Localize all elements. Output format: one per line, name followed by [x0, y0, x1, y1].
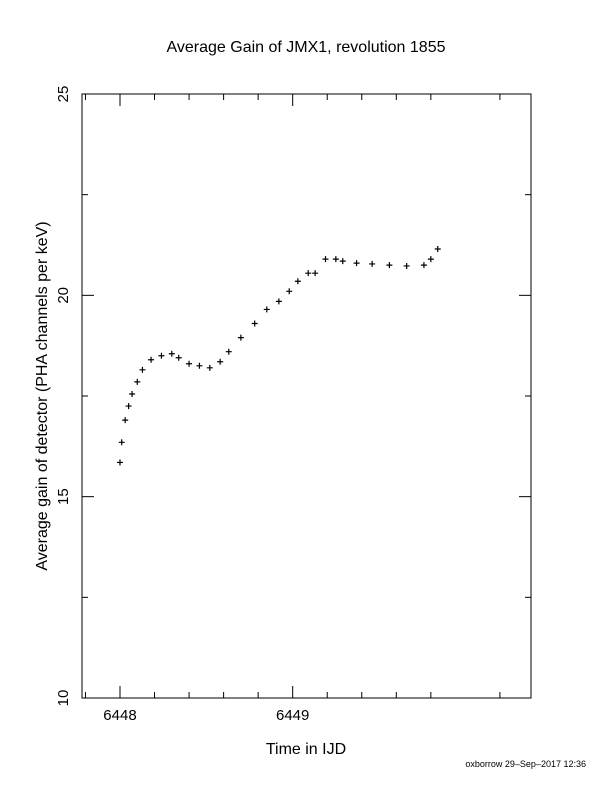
x-axis-ticks: 6448 6449 [103, 94, 309, 724]
y-axis-label: Average gain of detector (PHA channels p… [34, 221, 51, 570]
minor-ticks [82, 94, 531, 698]
data-point [420, 262, 427, 269]
data-point [251, 320, 258, 327]
data-point [312, 270, 319, 277]
data-point [206, 364, 213, 371]
data-point [129, 390, 136, 397]
y-tick-label: 10 [55, 690, 72, 707]
data-point [122, 417, 129, 424]
x-axis-label: Time in IJD [266, 741, 346, 758]
data-point [353, 260, 360, 267]
data-point [168, 350, 175, 357]
x-tick-label: 6448 [103, 707, 136, 724]
data-point [196, 362, 203, 369]
y-tick-label: 20 [55, 287, 72, 304]
data-points [116, 246, 441, 466]
data-point [225, 348, 232, 355]
data-point [237, 334, 244, 341]
x-tick-label: 6449 [276, 707, 309, 724]
data-point [217, 358, 224, 365]
data-point [305, 270, 312, 277]
data-point [369, 260, 376, 267]
data-point [139, 366, 146, 373]
data-point [322, 256, 329, 263]
data-point [175, 354, 182, 361]
data-point [134, 378, 141, 385]
data-point [148, 356, 155, 363]
data-point [386, 262, 393, 269]
data-point [332, 256, 339, 263]
data-point [263, 306, 270, 313]
data-point [186, 360, 193, 367]
footer-credit: oxborrow 29–Sep–2017 12:36 [465, 759, 586, 769]
data-point [118, 439, 125, 446]
data-point [339, 258, 346, 265]
chart-title: Average Gain of JMX1, revolution 1855 [167, 39, 446, 56]
data-point [294, 278, 301, 285]
data-point [286, 288, 293, 295]
data-point [434, 246, 441, 253]
y-axis-ticks: 10 15 20 25 [55, 86, 531, 707]
data-point [158, 352, 165, 359]
data-point [116, 459, 123, 466]
data-point [427, 256, 434, 263]
data-point [275, 298, 282, 305]
y-tick-label: 15 [55, 488, 72, 505]
y-tick-label: 25 [55, 86, 72, 103]
data-point [403, 262, 410, 269]
data-point [125, 403, 132, 410]
plot-frame [81, 93, 532, 699]
